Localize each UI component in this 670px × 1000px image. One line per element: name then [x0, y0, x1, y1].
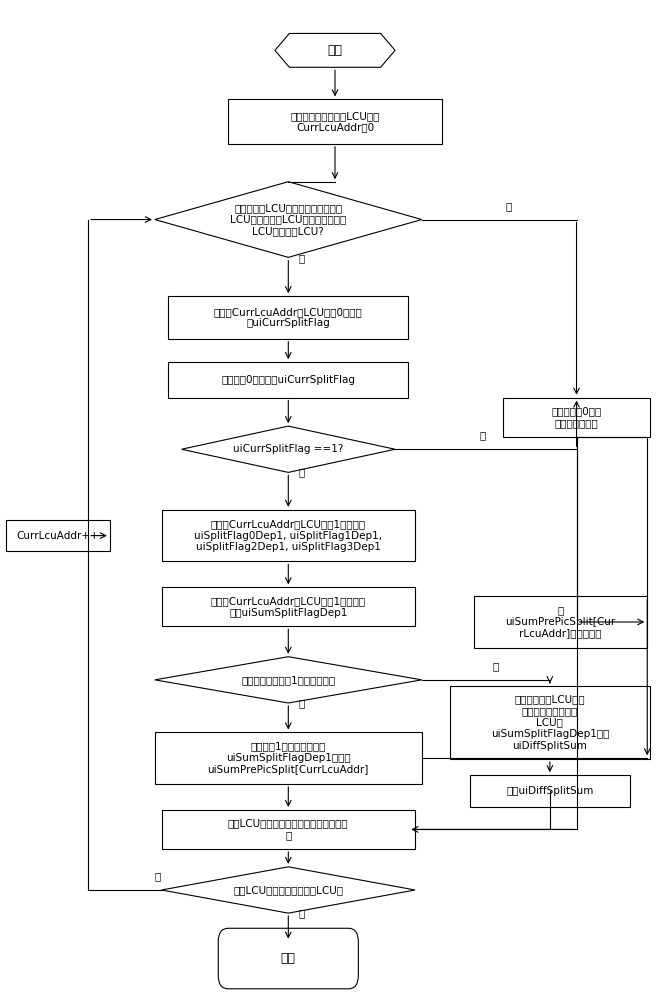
FancyBboxPatch shape [470, 775, 630, 807]
Text: uiCurrSplitFlag ==1?: uiCurrSplitFlag ==1? [233, 444, 344, 454]
FancyBboxPatch shape [228, 99, 442, 144]
Text: 否: 否 [479, 431, 485, 441]
Text: 编码uiDiffSplitSum: 编码uiDiffSplitSum [506, 786, 594, 796]
Text: 开始: 开始 [328, 44, 342, 57]
Polygon shape [155, 657, 421, 703]
Text: 是: 是 [298, 908, 305, 918]
FancyBboxPatch shape [155, 732, 421, 784]
Polygon shape [275, 33, 395, 67]
Text: 当前LCU是图像的最后一个LCU？: 当前LCU是图像的最后一个LCU？ [233, 885, 343, 895]
FancyBboxPatch shape [168, 362, 409, 398]
FancyBboxPatch shape [161, 810, 415, 849]
Text: 计算当前编码LCU与其
前一帧图像共同位置
LCU的
uiSumSplitFlagDep1之差
uiDiffSplitSum: 计算当前编码LCU与其 前一帧图像共同位置 LCU的 uiSumSplitFla… [490, 694, 609, 751]
Text: 结束: 结束 [281, 952, 295, 965]
Text: 求出第CurrLcuAddr个LCU深度1划分标志
之和uiSumSplitFlagDep1: 求出第CurrLcuAddr个LCU深度1划分标志 之和uiSumSplitFl… [211, 596, 366, 618]
Text: 获取第CurrLcuAddr个LCU深度0划分标
志uiCurrSplitFlag: 获取第CurrLcuAddr个LCU深度0划分标 志uiCurrSplitFla… [214, 307, 362, 328]
Text: 将
uiSumPrePicSplit[Cur
rLcuAddr]设置为某值: 将 uiSumPrePicSplit[Cur rLcuAddr]设置为某值 [505, 605, 616, 639]
Text: 否: 否 [155, 871, 161, 881]
FancyBboxPatch shape [168, 296, 409, 339]
Text: 否: 否 [492, 661, 498, 671]
Polygon shape [155, 182, 421, 257]
Text: 根据LCU划分情况，编码其他深度划分标
志: 根据LCU划分情况，编码其他深度划分标 志 [228, 819, 348, 840]
Text: 是: 是 [298, 467, 305, 477]
FancyBboxPatch shape [218, 928, 358, 989]
Polygon shape [182, 426, 395, 472]
Text: 是: 是 [298, 699, 305, 709]
Text: 初始化当前编码图像LCU地址
CurrLcuAddr为0: 初始化当前编码图像LCU地址 CurrLcuAddr为0 [290, 111, 380, 132]
Text: 编码除深度0外的
各深度划分标志: 编码除深度0外的 各深度划分标志 [551, 406, 602, 428]
FancyBboxPatch shape [450, 686, 650, 759]
Text: 编码图像每LCU行或列包含非整数个
LCU且当前编码LCU属于图像右边界
LCU或下边界LCU?: 编码图像每LCU行或列包含非整数个 LCU且当前编码LCU属于图像右边界 LCU… [230, 203, 346, 236]
FancyBboxPatch shape [503, 398, 650, 437]
FancyBboxPatch shape [161, 587, 415, 626]
FancyBboxPatch shape [474, 596, 647, 648]
Text: 获取第CurrLcuAddr个LCU深度1划分标志
uiSplitFlag0Dep1, uiSplitFlag1Dep1,
uiSplitFlag2Dep1, : 获取第CurrLcuAddr个LCU深度1划分标志 uiSplitFlag0De… [194, 519, 383, 552]
Polygon shape [161, 867, 415, 913]
Text: 编码深度1划分标志，并将
uiSumSplitFlagDep1保存到
uiSumPrePicSplit[CurrLcuAddr]: 编码深度1划分标志，并将 uiSumSplitFlagDep1保存到 uiSum… [208, 742, 369, 775]
FancyBboxPatch shape [7, 520, 110, 551]
Text: 当前编码图像是第1个编码图像？: 当前编码图像是第1个编码图像？ [241, 675, 336, 685]
Text: CurrLcuAddr++: CurrLcuAddr++ [17, 531, 99, 541]
Text: 否: 否 [298, 253, 305, 263]
Text: 编码深度0划分标志uiCurrSplitFlag: 编码深度0划分标志uiCurrSplitFlag [221, 375, 355, 385]
Text: 是: 是 [506, 201, 512, 211]
FancyBboxPatch shape [161, 510, 415, 561]
